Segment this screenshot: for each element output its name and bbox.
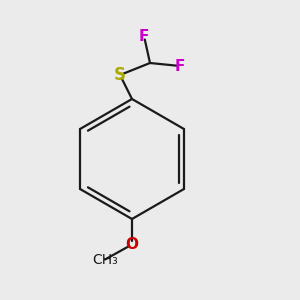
Text: CH₃: CH₃ [92,253,118,266]
Text: O: O [125,237,139,252]
Text: S: S [114,66,126,84]
Text: F: F [139,28,149,44]
Text: F: F [175,58,185,74]
